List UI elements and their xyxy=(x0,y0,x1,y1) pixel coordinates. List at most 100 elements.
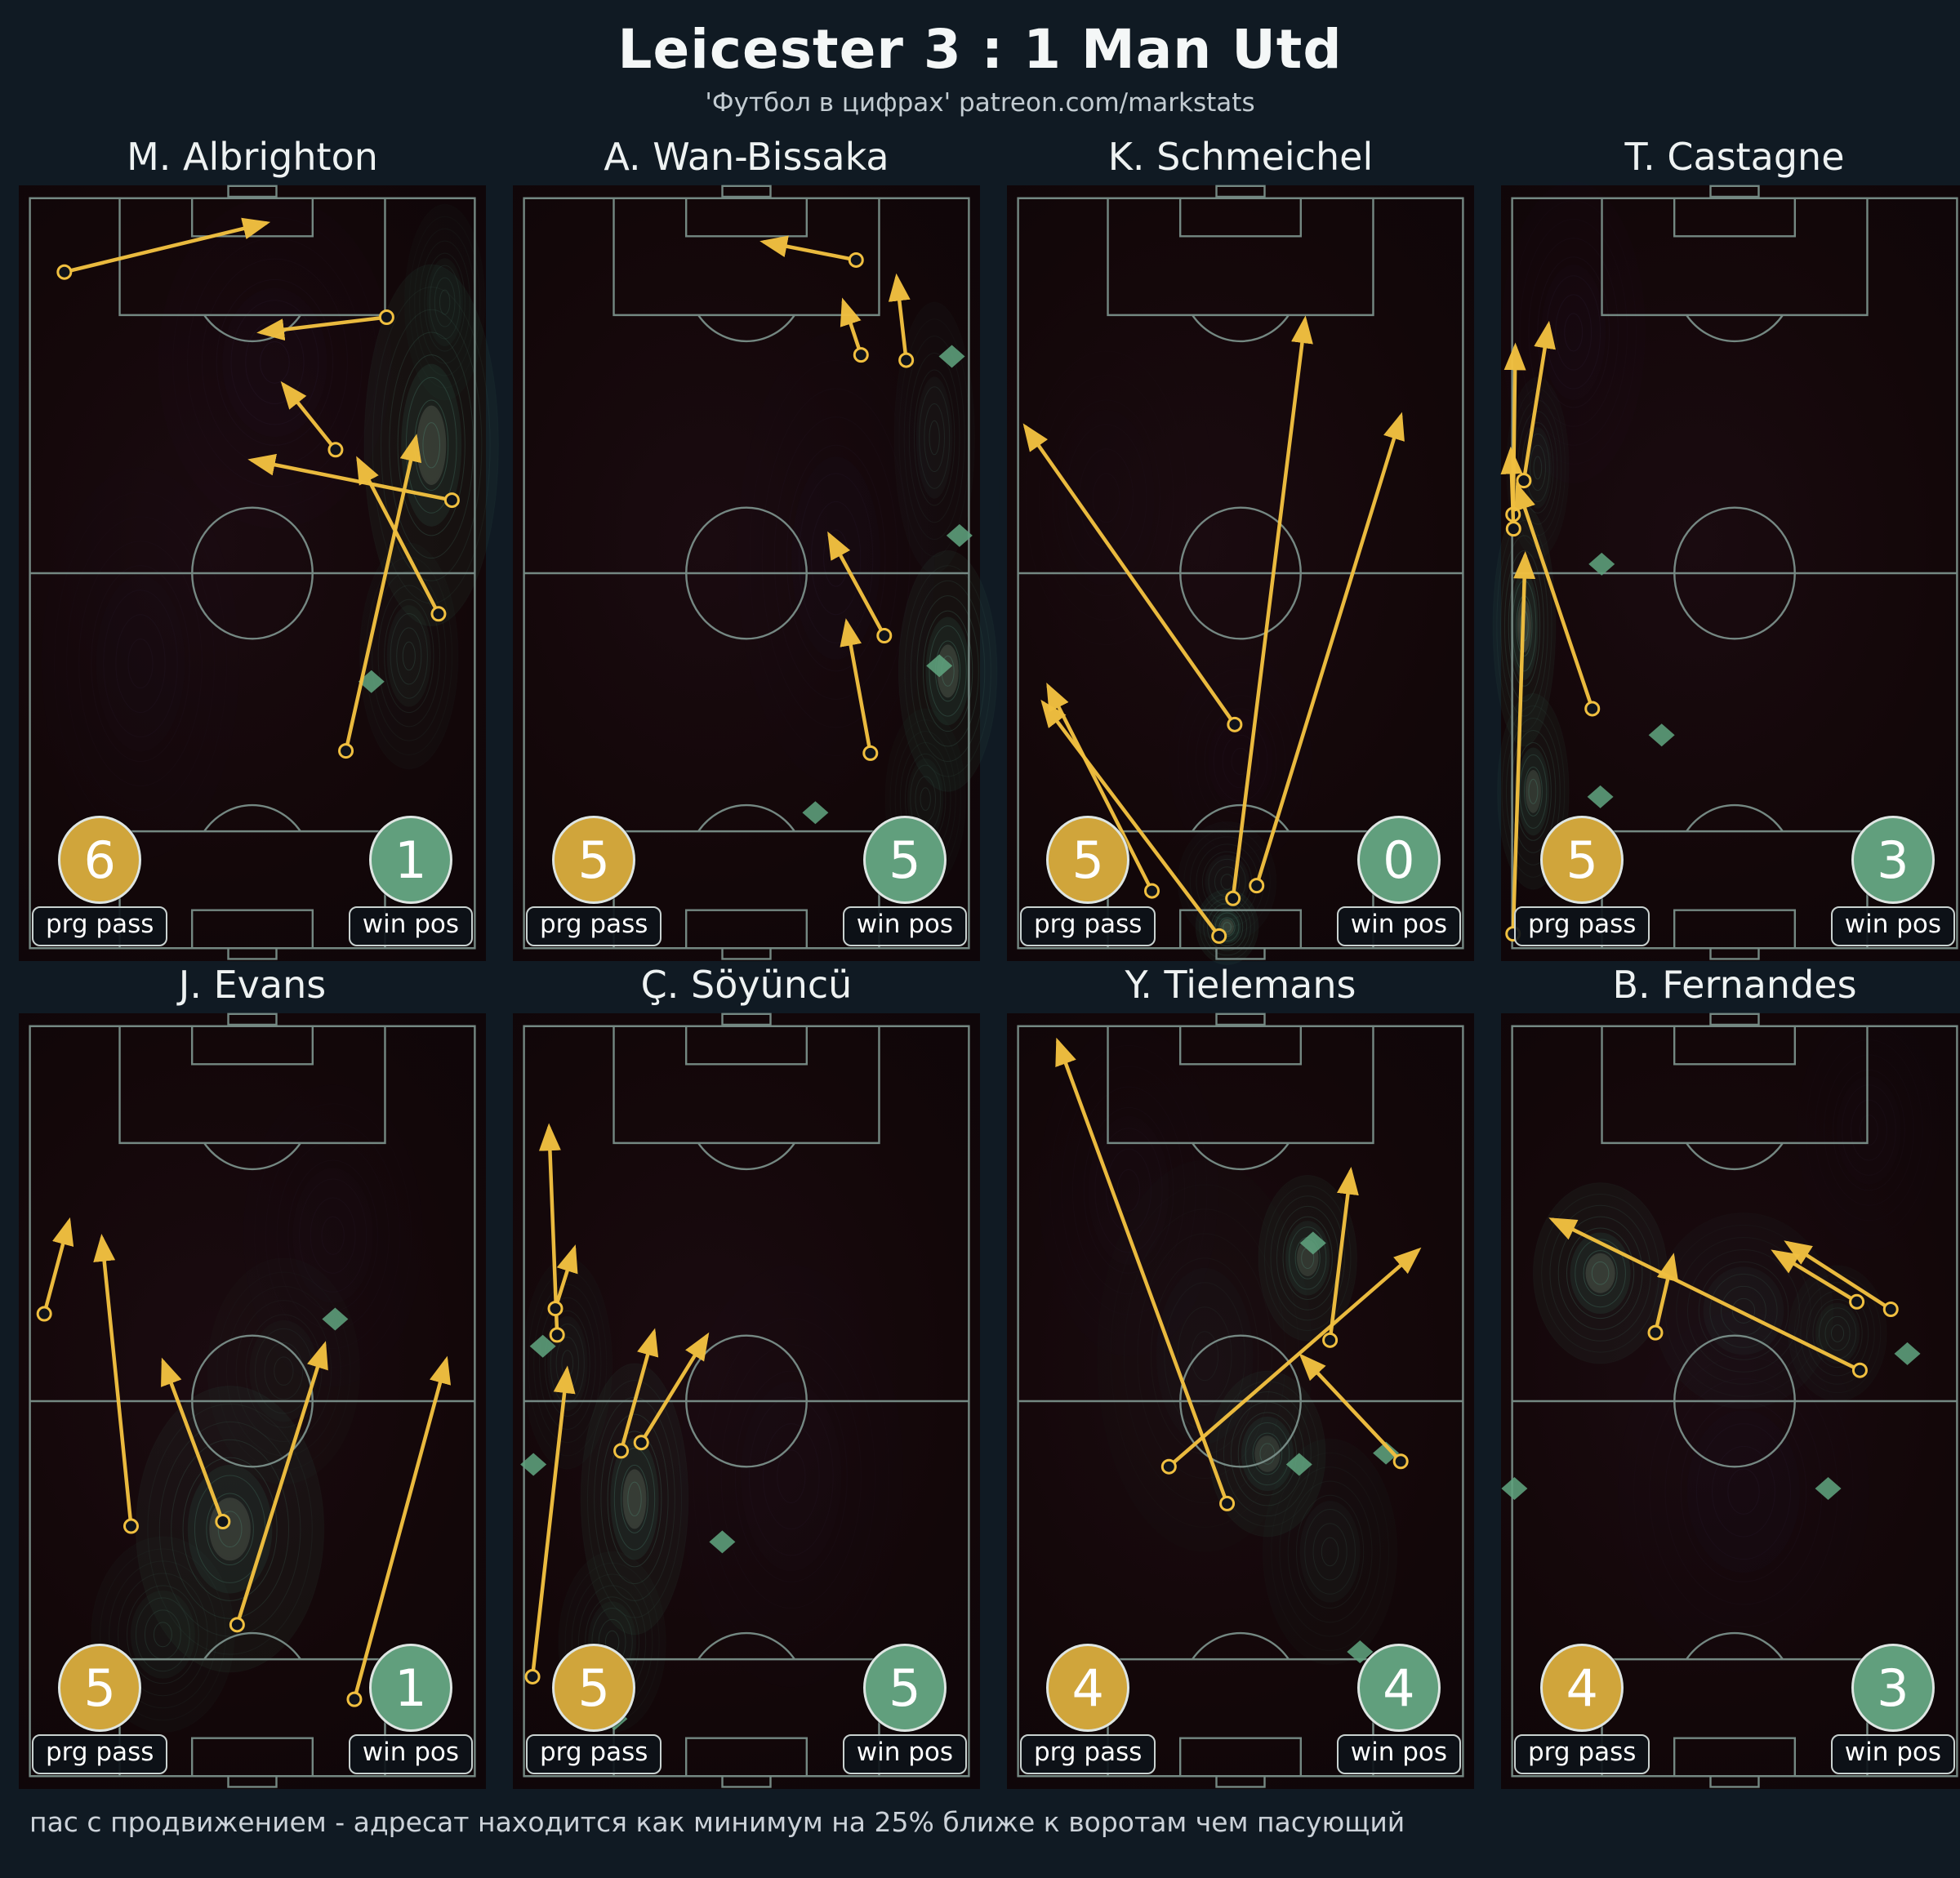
pass-arrow xyxy=(1500,446,1523,531)
win-pos-diamond xyxy=(1299,1231,1326,1255)
prg-pass-count: 4 xyxy=(1540,1644,1624,1733)
win-pos-label: win pos xyxy=(348,906,473,946)
win-pos-diamond xyxy=(1587,785,1614,808)
win-pos-diamond xyxy=(938,345,965,368)
player-name: T. Castagne xyxy=(1624,135,1845,179)
pass-origin-marker xyxy=(1143,883,1160,899)
prg-pass-count: 5 xyxy=(552,1644,636,1733)
prg-pass-count: 6 xyxy=(58,816,142,905)
player-panel-tielemans: Y. Tielemans 4 prg pass 4 win pos xyxy=(1007,963,1474,1789)
pass-arrow xyxy=(352,1355,452,1702)
win-pos-count: 1 xyxy=(368,816,452,905)
win-pos-badge: 3 win pos xyxy=(1830,1644,1955,1774)
pass-arrow xyxy=(619,1328,659,1453)
win-pos-count: 3 xyxy=(1851,816,1935,905)
pass-arrow xyxy=(93,1234,133,1529)
win-pos-diamond xyxy=(1347,1640,1374,1664)
pass-origin-marker xyxy=(229,1617,245,1633)
player-panel-soyuncu: Ç. Söyüncü 5 prg pass 5 win pos xyxy=(513,963,980,1789)
pass-origin-marker xyxy=(1211,928,1227,944)
pass-arrow xyxy=(1653,1253,1679,1335)
pass-arrow xyxy=(1328,1166,1359,1342)
prg-pass-badge: 6 prg pass xyxy=(32,816,168,946)
pass-arrow xyxy=(280,380,338,452)
win-pos-badge: 5 win pos xyxy=(842,816,967,946)
win-pos-label: win pos xyxy=(1336,906,1461,946)
win-pos-count: 4 xyxy=(1356,1644,1441,1733)
pass-arrow xyxy=(639,1332,710,1444)
pass-arrow xyxy=(235,1341,328,1627)
pass-arrow xyxy=(1511,550,1536,936)
win-pos-diamond xyxy=(358,670,385,693)
pass-origin-marker xyxy=(524,1668,541,1684)
pass-arrow xyxy=(827,531,887,638)
pitch-map xyxy=(1501,1025,1958,1778)
prg-pass-label: prg pass xyxy=(1020,1734,1156,1774)
pitch-markings xyxy=(1018,1014,1463,1787)
win-pos-diamond xyxy=(926,654,953,678)
pass-arrow xyxy=(1167,1247,1422,1469)
win-pos-label: win pos xyxy=(1336,1734,1461,1774)
prg-pass-count: 5 xyxy=(1046,816,1130,905)
win-pos-badge: 5 win pos xyxy=(842,1644,967,1774)
win-pos-badge: 1 win pos xyxy=(348,816,473,946)
pass-origin-marker xyxy=(549,1327,565,1343)
win-pos-diamond xyxy=(1588,552,1615,576)
win-pos-count: 1 xyxy=(368,1644,452,1733)
win-pos-label: win pos xyxy=(1830,1734,1955,1774)
pitch-map xyxy=(1017,197,1464,950)
pass-origin-marker xyxy=(122,1518,139,1534)
pass-arrow xyxy=(538,1123,561,1337)
pass-arrow xyxy=(1521,320,1556,483)
pitch-markings xyxy=(524,1014,969,1787)
pitch-markings xyxy=(30,186,475,959)
pass-origin-marker xyxy=(1584,701,1601,717)
pass-origin-marker xyxy=(613,1443,630,1459)
player-panel-fernandes: B. Fernandes 4 prg pass 3 win pos xyxy=(1501,963,1960,1789)
pass-origin-marker xyxy=(443,492,460,509)
pass-arrow xyxy=(62,217,271,274)
pass-origin-marker xyxy=(547,1301,564,1317)
pass-origin-marker xyxy=(1505,521,1521,537)
player-name: J. Evans xyxy=(178,963,327,1007)
win-pos-label: win pos xyxy=(348,1734,473,1774)
prg-pass-count: 5 xyxy=(58,1644,142,1733)
player-name: B. Fernandes xyxy=(1612,963,1857,1007)
pass-arrow xyxy=(530,1365,576,1679)
player-name: Y. Tielemans xyxy=(1125,963,1356,1007)
win-pos-count: 5 xyxy=(862,1644,947,1733)
pitch-markings xyxy=(1512,186,1958,959)
player-panel-schmeichel: K. Schmeichel 5 prg pass 0 win pos xyxy=(1007,135,1474,961)
win-pos-diamond xyxy=(1894,1342,1921,1365)
win-pos-badge: 4 win pos xyxy=(1336,1644,1461,1774)
pass-arrow xyxy=(553,1244,578,1311)
pass-origin-marker xyxy=(1851,1362,1868,1378)
win-pos-badge: 3 win pos xyxy=(1830,816,1955,946)
pitch-map xyxy=(1511,197,1958,950)
win-pos-diamond xyxy=(322,1307,349,1331)
pass-origin-marker xyxy=(876,628,893,644)
pass-arrow xyxy=(1055,1037,1229,1506)
pass-origin-marker xyxy=(1882,1302,1899,1318)
match-title: Leicester 3 : 1 Man Utd xyxy=(617,18,1343,81)
win-pos-diamond xyxy=(1815,1476,1842,1500)
prg-pass-badge: 5 prg pass xyxy=(1514,816,1650,946)
win-pos-badge: 1 win pos xyxy=(348,1644,473,1774)
prg-pass-label: prg pass xyxy=(32,906,168,946)
pass-origin-marker xyxy=(215,1514,231,1530)
pass-arrow xyxy=(840,297,863,357)
pass-overlay xyxy=(1501,1217,1921,1500)
win-pos-diamond xyxy=(802,801,829,825)
pass-origin-marker xyxy=(1227,716,1243,732)
pass-origin-marker xyxy=(633,1435,649,1451)
pass-arrow xyxy=(356,456,441,616)
pass-arrow xyxy=(840,618,873,755)
prg-pass-count: 5 xyxy=(1540,816,1624,905)
player-panel-albrighton: M. Albrighton 6 prg pass 1 win pos xyxy=(19,135,486,961)
player-name: M. Albrighton xyxy=(127,135,378,179)
prg-pass-count: 4 xyxy=(1046,1644,1130,1733)
pass-origin-marker xyxy=(327,442,344,458)
pitch-markings xyxy=(1512,1014,1958,1787)
win-pos-diamond xyxy=(1501,1476,1528,1500)
credit-subtitle: 'Футбол в цифрах' patreon.com/markstats xyxy=(705,88,1255,118)
